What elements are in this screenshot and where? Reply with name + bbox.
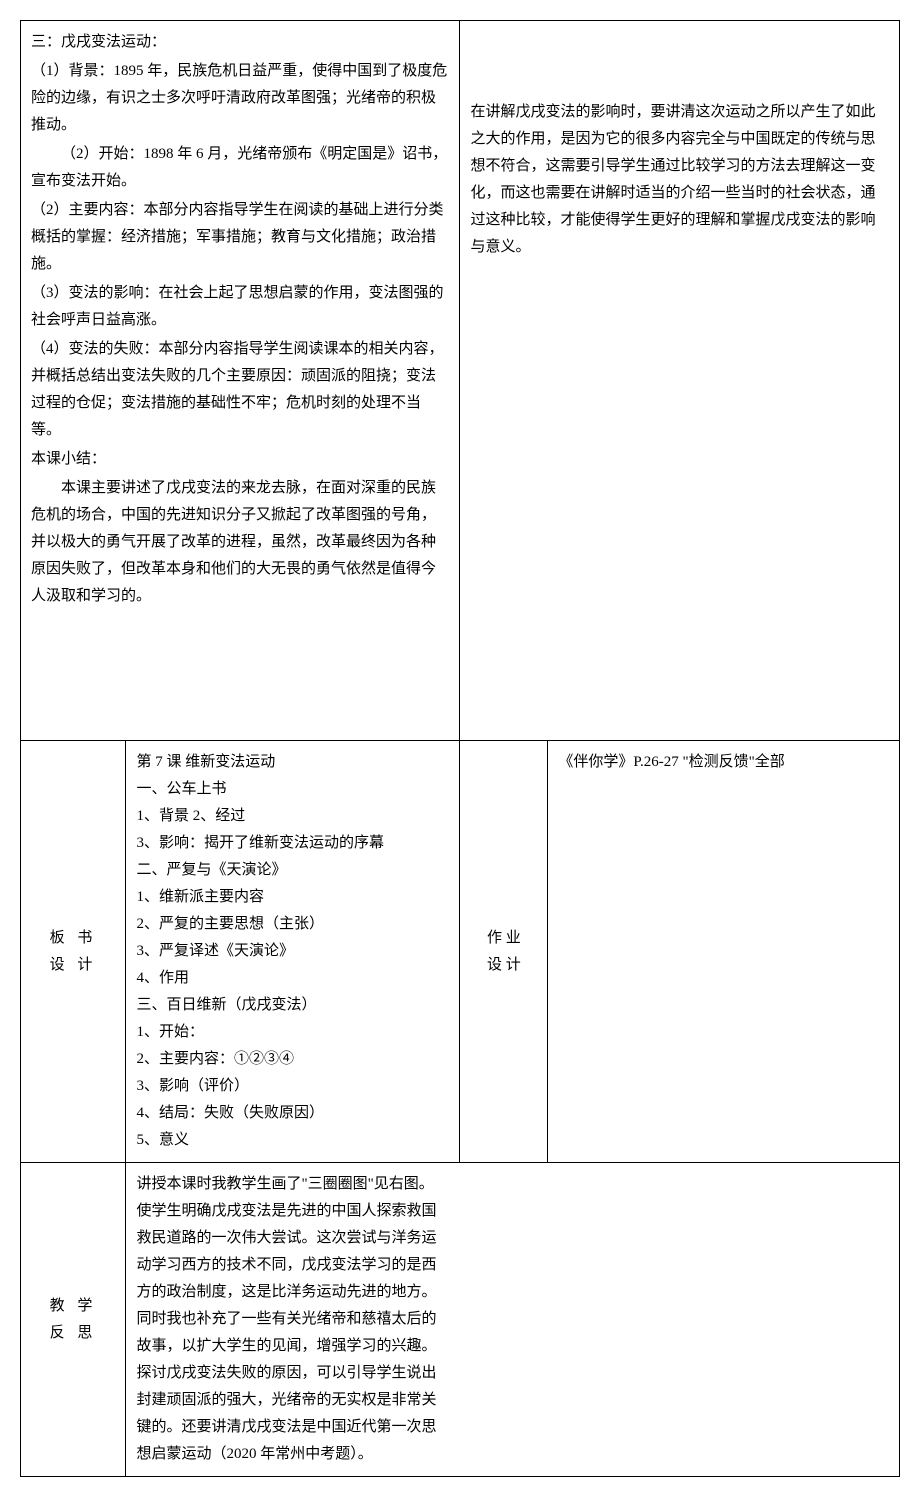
impact-para: （3）变法的影响：在社会上起了思想启蒙的作用，变法图强的社会呼声日益高涨。 [31, 280, 449, 334]
reflect-line-2: 救民道路的一次伟大尝试。这次尝试与洋务运 [136, 1225, 889, 1252]
board-line-11: 2、主要内容：①②③④ [136, 1046, 449, 1073]
board-line-3: 3、影响：揭开了维新变法运动的序幕 [136, 830, 449, 857]
upper-row: 三：戊戌变法运动： （1）背景：1895 年，民族危机日益严重，使得中国到了极度… [21, 21, 900, 741]
board-line-8: 4、作用 [136, 965, 449, 992]
assign-content-cell: 《伴你学》P.26-27 "检测反馈"全部 [548, 741, 900, 1163]
board-line-4: 二、严复与《天演论》 [136, 857, 449, 884]
spacer [31, 612, 449, 732]
reflect-line-7: 探讨戊戌变法失败的原因，可以引导学生说出 [136, 1360, 889, 1387]
board-line-0: 第 7 课 维新变法运动 [136, 749, 449, 776]
reflection-row: 教 学反 思 讲授本课时我教学生画了"三圈圈图"见右图。 使学生明确戊戌变法是先… [21, 1163, 900, 1477]
reflect-line-10: 想启蒙运动（2020 年常州中考题）。 [136, 1441, 889, 1468]
summary-label: 本课小结： [31, 446, 449, 473]
reflect-line-1: 使学生明确戊戌变法是先进的中国人探索救国 [136, 1198, 889, 1225]
side-note-text: 在讲解戊戌变法的影响时，要讲清这次运动之所以产生了如此之大的作用，是因为它的很多… [470, 99, 889, 261]
failure-para: （4）变法的失败：本部分内容指导学生阅读课本的相关内容，并概括总结出变法失败的几… [31, 336, 449, 444]
board-label: 板 书设 计 [50, 925, 97, 979]
board-line-10: 1、开始： [136, 1019, 449, 1046]
board-row: 板 书设 计 第 7 课 维新变法运动 一、公车上书 1、背景 2、经过 3、影… [21, 741, 900, 1163]
start-para: （2）开始：1898 年 6 月，光绪帝颁布《明定国是》诏书，宣布变法开始。 [31, 141, 449, 195]
reflect-label-cell: 教 学反 思 [21, 1163, 126, 1477]
section3-title: 三：戊戌变法运动： [31, 29, 449, 56]
reflect-line-9: 键的。还要讲清戊戌变法是中国近代第一次思 [136, 1414, 889, 1441]
board-line-7: 3、严复译述《天演论》 [136, 938, 449, 965]
board-line-6: 2、严复的主要思想（主张） [136, 911, 449, 938]
board-line-2: 1、背景 2、经过 [136, 803, 449, 830]
summary-para: 本课主要讲述了戊戌变法的来龙去脉，在面对深重的民族危机的场合，中国的先进知识分子… [31, 475, 449, 610]
board-line-12: 3、影响（评价） [136, 1073, 449, 1100]
reflect-label: 教 学反 思 [50, 1293, 97, 1347]
reflect-line-0: 讲授本课时我教学生画了"三圈圈图"见右图。 [136, 1171, 889, 1198]
board-line-9: 三、百日维新（戊戌变法） [136, 992, 449, 1019]
board-line-14: 5、意义 [136, 1127, 449, 1154]
reflect-line-3: 动学习西方的技术不同，戊戌变法学习的是西 [136, 1252, 889, 1279]
content-para: （2）主要内容：本部分内容指导学生在阅读的基础上进行分类概括的掌握：经济措施；军… [31, 197, 449, 278]
bg-para: （1）背景：1895 年，民族危机日益严重，使得中国到了极度危险的边缘，有识之士… [31, 58, 449, 139]
board-line-13: 4、结局：失败（失败原因） [136, 1100, 449, 1127]
reflect-content-cell: 讲授本课时我教学生画了"三圈圈图"见右图。 使学生明确戊戌变法是先进的中国人探索… [126, 1163, 900, 1477]
main-content-cell: 三：戊戌变法运动： （1）背景：1895 年，民族危机日益严重，使得中国到了极度… [21, 21, 460, 741]
board-line-5: 1、维新派主要内容 [136, 884, 449, 911]
side-spacer [470, 29, 889, 99]
lesson-plan-table: 三：戊戌变法运动： （1）背景：1895 年，民族危机日益严重，使得中国到了极度… [20, 20, 900, 1477]
assign-label: 作 业设 计 [487, 930, 521, 973]
assign-label-cell: 作 业设 计 [460, 741, 548, 1163]
reflect-line-6: 故事，以扩大学生的见闻，增强学习的兴趣。 [136, 1333, 889, 1360]
assign-text: 《伴你学》P.26-27 "检测反馈"全部 [558, 749, 889, 776]
reflect-line-8: 封建顽固派的强大，光绪帝的无实权是非常关 [136, 1387, 889, 1414]
board-content-cell: 第 7 课 维新变法运动 一、公车上书 1、背景 2、经过 3、影响：揭开了维新… [126, 741, 460, 1163]
reflect-line-5: 同时我也补充了一些有关光绪帝和慈禧太后的 [136, 1306, 889, 1333]
board-label-cell: 板 书设 计 [21, 741, 126, 1163]
side-note-cell: 在讲解戊戌变法的影响时，要讲清这次运动之所以产生了如此之大的作用，是因为它的很多… [460, 21, 900, 741]
board-line-1: 一、公车上书 [136, 776, 449, 803]
